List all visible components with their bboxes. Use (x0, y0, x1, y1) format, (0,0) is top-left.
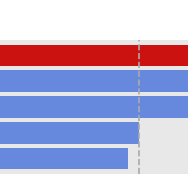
Bar (0, 96, 188, 118)
Bar (0, 122, 139, 144)
Bar (0, 148, 128, 169)
Bar (0, 70, 188, 92)
Bar (0, 45, 188, 66)
